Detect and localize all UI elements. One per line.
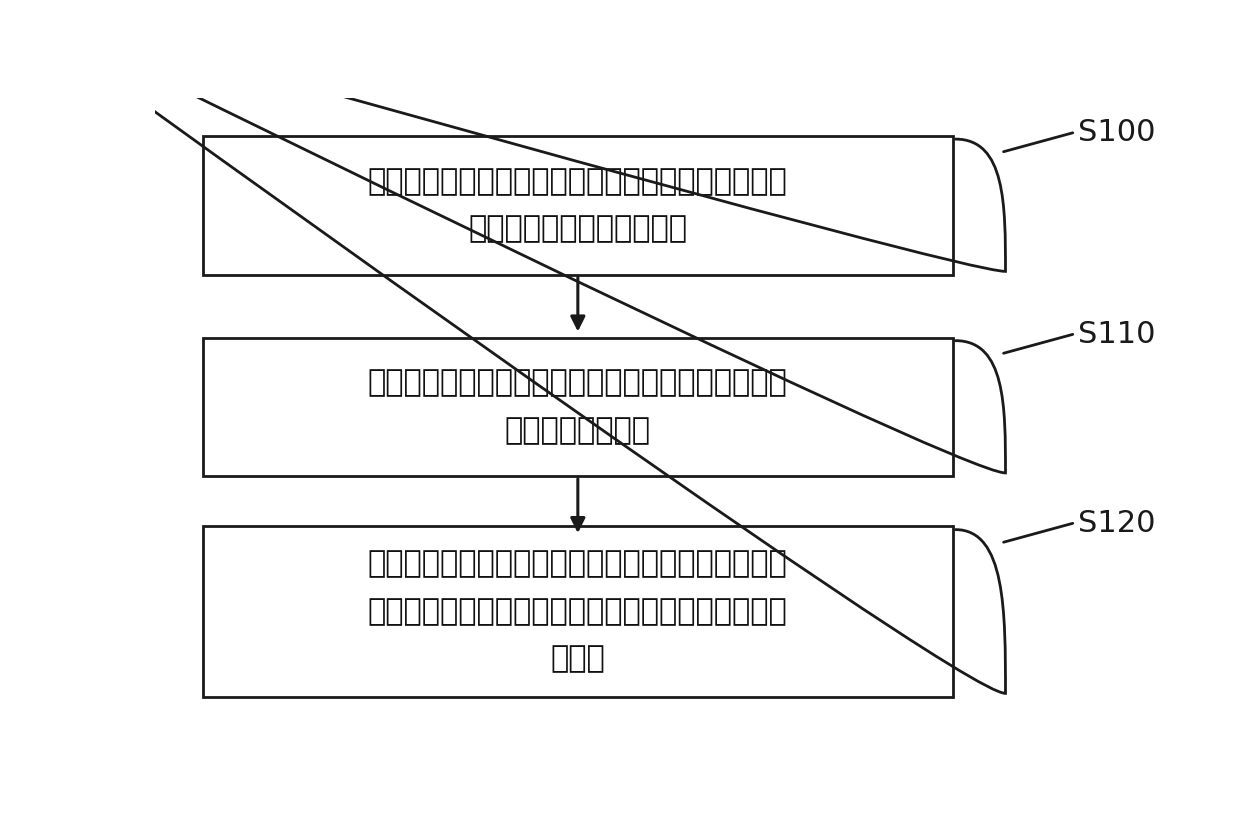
Text: S110: S110: [1078, 320, 1156, 348]
Bar: [203, 136, 952, 275]
Bar: [203, 527, 952, 697]
Text: S120: S120: [1078, 509, 1156, 537]
Text: 基于判断结果，根据该判断结果计算与之相对应的两
重循环参数，并基于计算得到的两重循环参数并行读
取数据: 基于判断结果，根据该判断结果计算与之相对应的两 重循环参数，并基于计算得到的两重…: [368, 550, 787, 673]
Text: 根据待运算级数所对应的点数和已完成级数所对应点
数的乘积，来配置循环参数: 根据待运算级数所对应的点数和已完成级数所对应点 数的乘积，来配置循环参数: [368, 167, 787, 244]
Text: S100: S100: [1078, 119, 1156, 147]
Text: 判断最大并行读取数据个数与已完成级数所对应点数
的乘积之间的大小: 判断最大并行读取数据个数与已完成级数所对应点数 的乘积之间的大小: [368, 369, 787, 445]
Bar: [203, 338, 952, 476]
